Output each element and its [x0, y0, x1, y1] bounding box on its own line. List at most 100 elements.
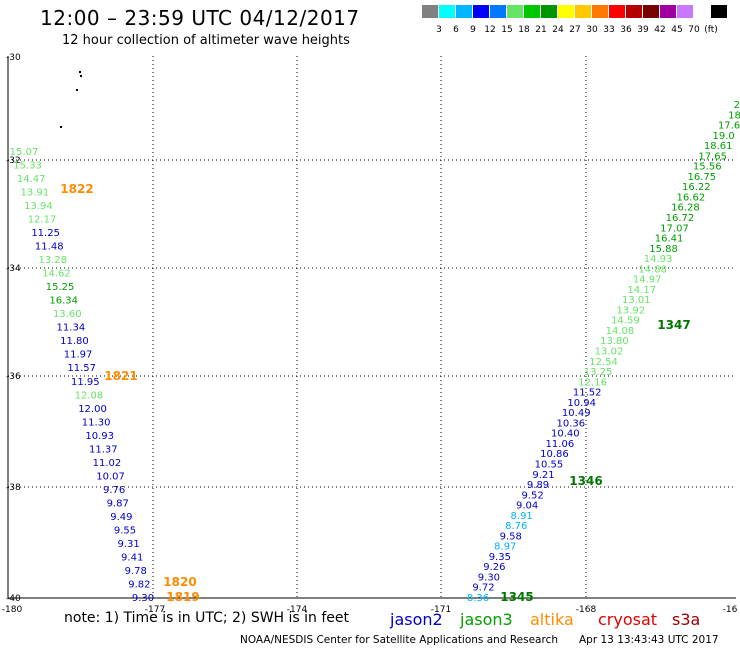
legend-label: 36 [620, 25, 632, 35]
track-dot [60, 126, 62, 128]
pass-time-label: 1345 [500, 590, 533, 604]
legend-swatch [626, 5, 642, 18]
wave-height-value: 13.91 [20, 188, 49, 199]
wave-height-value: 16.28 [671, 203, 700, 214]
wave-height-value: 12.16 [578, 377, 607, 388]
legend-swatch [643, 5, 659, 18]
wave-height-value: 14.47 [17, 174, 46, 185]
legend-swatch [541, 5, 557, 18]
wave-height-value: 14.62 [42, 269, 71, 280]
legend-label: 3 [436, 25, 442, 35]
legend-label: 45 [671, 25, 683, 35]
wave-height-value: 13.94 [24, 201, 53, 212]
wave-height-value: 17.65 [698, 151, 727, 162]
wave-height-value: 17.6 [718, 121, 740, 132]
wave-height-value: 9.72 [472, 583, 494, 594]
wave-height-value: 12.08 [75, 390, 104, 401]
wave-height-value: 16.22 [682, 182, 711, 193]
wave-height-value: 10.40 [551, 429, 580, 440]
wave-height-value: 9.04 [516, 501, 538, 512]
wave-height-value: 9.76 [103, 485, 125, 496]
longitude-label: -16 [723, 605, 738, 615]
wave-height-value: 11.25 [31, 228, 60, 239]
legend-label: 27 [569, 25, 581, 35]
wave-height-value: 18 [728, 110, 740, 121]
track-dot [76, 89, 78, 91]
wave-height-value: 16.41 [655, 234, 684, 245]
legend-swatch [439, 5, 455, 18]
wave-height-value: 12.00 [78, 404, 107, 415]
wave-height-value: 11.97 [64, 350, 93, 361]
wave-height-value: 18.61 [704, 141, 733, 152]
legend-swatch [592, 5, 608, 18]
latitude-label: -32 [6, 156, 21, 166]
map-title: 12:00 – 23:59 UTC 04/12/2017 [40, 6, 360, 30]
wave-height-value: 16.72 [666, 213, 695, 224]
wave-height-value: 13.01 [622, 295, 651, 306]
generation-timestamp: Apr 13 13:43:43 UTC 2017 [579, 634, 719, 646]
wave-height-value: 10.93 [85, 431, 114, 442]
wave-height-value: 15.33 [13, 161, 42, 172]
credit-line: NOAA/NESDIS Center for Satellite Applica… [240, 634, 558, 646]
pass-time-label: 1821 [104, 369, 137, 383]
wave-height-value: 17.07 [660, 223, 689, 234]
wave-height-value: 11.06 [546, 439, 575, 450]
wave-height-value: 14.17 [627, 285, 656, 296]
latitude-label: -30 [6, 53, 21, 63]
legend-label: 21 [535, 25, 547, 35]
legend-swatch [524, 5, 540, 18]
legend-s3a: s3a [672, 610, 701, 629]
legend-altika: altika [530, 610, 574, 629]
wave-height-value: 10.07 [96, 471, 125, 482]
wave-height-value: 9.82 [128, 579, 150, 590]
legend-swatch [473, 5, 489, 18]
pass-time-label: 1822 [60, 182, 93, 196]
wave-height-value: 13.92 [617, 305, 646, 316]
wave-height-value: 9.31 [117, 539, 139, 550]
wave-height-value: 15.07 [10, 147, 39, 158]
legend-label: 70 [688, 25, 700, 35]
latitude-label: -38 [6, 483, 21, 493]
legend-jason2: jason2 [390, 610, 443, 629]
wave-height-value: 15.88 [649, 244, 678, 255]
legend-swatch [575, 5, 591, 18]
wave-height-value: 15.25 [46, 282, 75, 293]
pass-time-label: 1820 [163, 575, 196, 589]
wave-height-value: 11.30 [82, 417, 111, 428]
wave-height-value: 10.94 [567, 398, 596, 409]
wave-height-value: 9.21 [532, 470, 554, 481]
wave-height-value: 10.36 [556, 418, 585, 429]
latitude-label: -36 [6, 372, 21, 382]
wave-height-value: 11.48 [35, 242, 64, 253]
wave-height-value: 9.41 [121, 552, 143, 563]
wave-height-value: 9.58 [500, 531, 522, 542]
latitude-label: -34 [6, 264, 21, 274]
wave-height-value: 14.93 [644, 254, 673, 265]
wave-height-value: 14.88 [638, 264, 667, 275]
legend-swatch [490, 5, 506, 18]
wave-height-value: 11.80 [60, 336, 89, 347]
wave-height-value: 11.95 [71, 377, 100, 388]
pass-time-label: 1347 [657, 318, 690, 332]
legend-label: 39 [637, 25, 649, 35]
wave-height-value: 14.59 [611, 316, 640, 327]
wave-height-value: 13.60 [53, 309, 82, 320]
legend-jason3: jason3 [460, 610, 513, 629]
legend-label: 6 [453, 25, 459, 35]
wave-height-value: 13.28 [39, 255, 68, 266]
track-dot [79, 71, 81, 73]
wave-height-value: 8.91 [511, 511, 533, 522]
legend-label: 33 [603, 25, 615, 35]
wave-height-value: 15.56 [693, 162, 722, 173]
wave-height-value: 9.49 [110, 512, 132, 523]
wave-height-value: 8.36 [467, 593, 489, 604]
wave-height-value: 11.02 [93, 458, 122, 469]
wave-height-value: 14.08 [606, 326, 635, 337]
wave-height-value: 11.37 [89, 444, 118, 455]
legend-label: 9 [470, 25, 476, 35]
legend-swatch [507, 5, 523, 18]
wave-height-value: 10.86 [540, 449, 569, 460]
wave-height-value: 9.35 [489, 552, 511, 563]
wave-height-value: 9.55 [114, 525, 136, 536]
